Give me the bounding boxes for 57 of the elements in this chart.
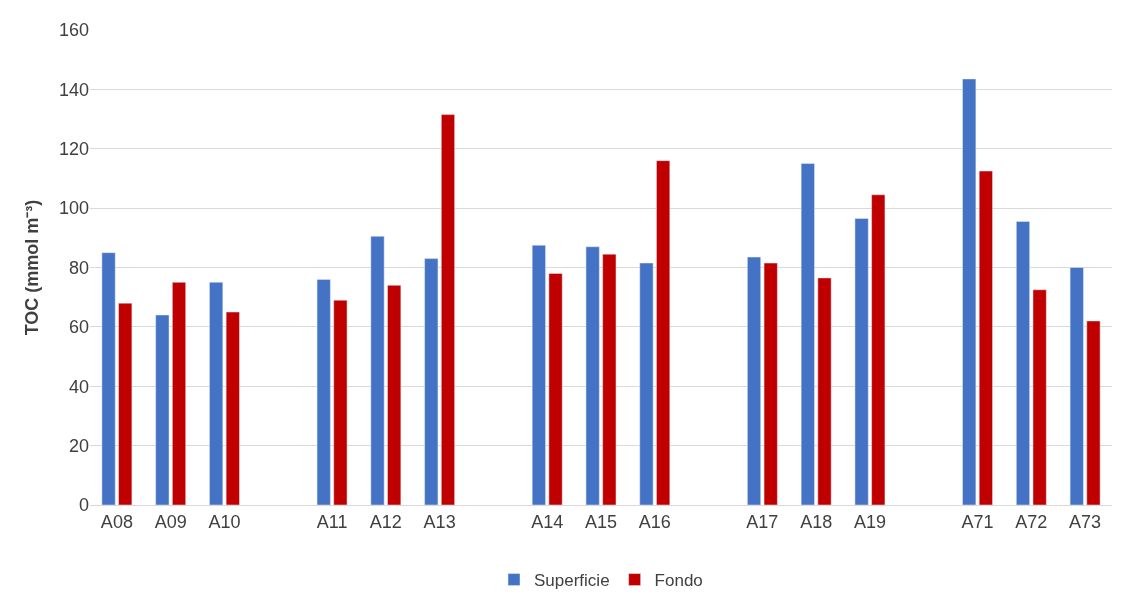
bar bbox=[172, 282, 186, 505]
y-axis-title: TOC (mmol m⁻³) bbox=[22, 199, 43, 336]
x-tick-label: A10 bbox=[208, 511, 241, 532]
bar bbox=[763, 262, 778, 505]
bar bbox=[370, 236, 385, 505]
bar bbox=[1032, 289, 1047, 505]
x-tick-label: A08 bbox=[100, 511, 133, 532]
x-tick-label: A18 bbox=[800, 511, 833, 532]
legend-label: Fondo bbox=[654, 571, 703, 591]
x-tick-label: A13 bbox=[423, 511, 456, 532]
bar bbox=[1069, 267, 1084, 505]
bar bbox=[155, 314, 170, 505]
y-tick-label: 80 bbox=[68, 257, 89, 278]
bar bbox=[387, 285, 402, 505]
x-tick-label: A12 bbox=[369, 511, 402, 532]
x-tick-label: A14 bbox=[531, 511, 564, 532]
bar bbox=[424, 258, 439, 505]
x-tick-label: A16 bbox=[638, 511, 671, 532]
bar bbox=[333, 299, 348, 505]
y-tick-label: 100 bbox=[58, 198, 89, 219]
bar bbox=[548, 273, 563, 505]
x-tick-label: A17 bbox=[746, 511, 779, 532]
legend-label: Superficie bbox=[534, 571, 610, 591]
y-tick-label: 120 bbox=[58, 139, 89, 160]
y-tick-label: 140 bbox=[58, 79, 89, 100]
x-tick-label: A72 bbox=[1015, 511, 1048, 532]
x-tick-label: A09 bbox=[154, 511, 187, 532]
bar bbox=[639, 262, 654, 505]
bar bbox=[316, 279, 331, 505]
y-tick-label: 160 bbox=[58, 20, 89, 41]
bar bbox=[531, 244, 546, 505]
y-tick-label: 20 bbox=[68, 435, 89, 456]
bar bbox=[747, 256, 761, 505]
bar bbox=[118, 302, 133, 505]
x-tick-label: A11 bbox=[316, 511, 348, 532]
bar bbox=[1016, 221, 1030, 505]
y-tick-label: 60 bbox=[68, 317, 89, 338]
bar bbox=[854, 218, 869, 505]
bar bbox=[101, 252, 116, 505]
x-tick-label: A71 bbox=[961, 511, 994, 532]
bar bbox=[817, 277, 832, 505]
x-tick-label: A19 bbox=[853, 511, 886, 532]
bar bbox=[209, 282, 224, 505]
y-tick-label: 40 bbox=[68, 376, 89, 397]
bar bbox=[656, 160, 671, 505]
y-tick-label: 0 bbox=[78, 495, 89, 516]
bar bbox=[962, 78, 977, 505]
x-tick-label: A15 bbox=[584, 511, 618, 532]
bar bbox=[978, 170, 993, 505]
bar bbox=[441, 114, 455, 505]
bar bbox=[800, 163, 815, 505]
bar bbox=[1086, 320, 1101, 505]
x-tick-label: A73 bbox=[1069, 511, 1102, 532]
bar bbox=[871, 194, 886, 505]
bar bbox=[225, 311, 240, 505]
bar bbox=[585, 246, 600, 505]
bar bbox=[602, 253, 617, 505]
